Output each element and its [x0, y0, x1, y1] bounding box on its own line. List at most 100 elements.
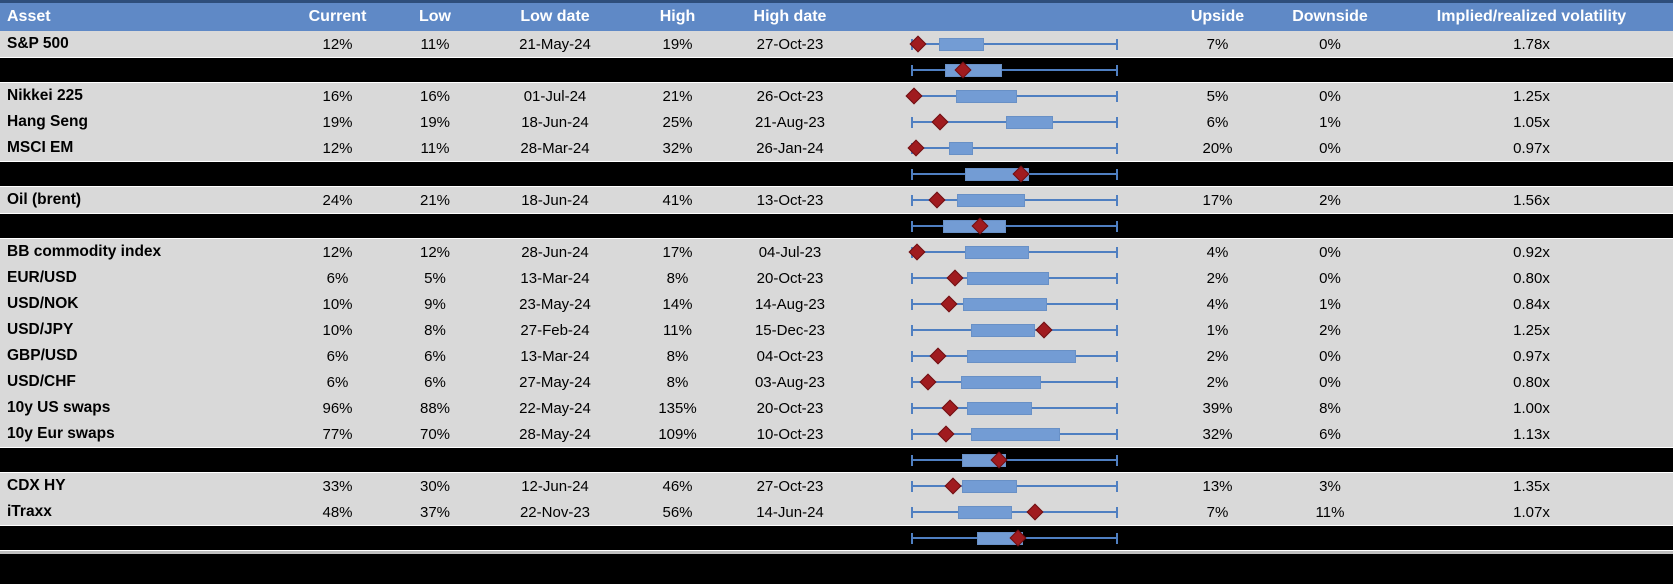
cell-upside: 2%: [1206, 347, 1229, 365]
cell-high: 21%: [662, 87, 693, 105]
cell-low: 12%: [419, 243, 451, 261]
whisker-cap-left: [911, 169, 913, 180]
cell-implied-realized: 1.78x: [1513, 35, 1550, 53]
cell-asset: Nikkei 225: [7, 87, 83, 104]
cell-low-date: 12-Jun-24: [521, 477, 589, 495]
summary-row: [0, 213, 1673, 239]
table-row: USD/CHF 6% 6% 27-May-24 8% 03-Aug-23 2% 0% 0.80x: [0, 369, 1673, 395]
cell-upside: 4%: [1206, 295, 1229, 313]
col-header-low: Low: [419, 8, 451, 25]
cell-current: 6%: [326, 347, 349, 365]
summary-row: [0, 525, 1673, 551]
range-box: [967, 402, 1032, 415]
cell-upside: 2%: [1206, 269, 1229, 287]
range-chart-cell: [855, 109, 1165, 135]
range-chart-cell: [855, 421, 1165, 447]
cell-current: 19%: [322, 113, 353, 131]
boxplot: [855, 83, 1165, 109]
whisker-cap-left: [911, 455, 913, 466]
whisker-cap-right: [1116, 143, 1118, 154]
cell-downside: 1%: [1319, 295, 1341, 313]
header-row: Asset Current Low Low date High High dat…: [0, 0, 1673, 31]
table-row: iTraxx 48% 37% 22-Nov-23 56% 14-Jun-24 7% 11% 1.…: [0, 499, 1673, 525]
whisker-cap-right: [1116, 351, 1118, 362]
boxplot: [855, 58, 1165, 82]
cell-low-date: 13-Mar-24: [520, 269, 590, 287]
cell-asset: GBP/USD: [7, 347, 78, 364]
cell-high-date: 10-Oct-23: [756, 425, 824, 443]
cell-implied-realized: 0.92x: [1513, 243, 1550, 261]
cell-high-date: 27-Oct-23: [756, 477, 824, 495]
cell-low-date: 27-May-24: [519, 373, 591, 391]
range-chart-cell: [855, 31, 1165, 57]
table-row: 10y US swaps 96% 88% 22-May-24 135% 20-Oct-23…: [0, 395, 1673, 421]
cell-low-date: 18-Jun-24: [521, 113, 589, 131]
cell-downside: 0%: [1319, 139, 1341, 157]
range-chart-cell: [855, 265, 1165, 291]
cell-high-date: 13-Oct-23: [756, 191, 824, 209]
cell-low: 8%: [424, 321, 446, 339]
cell-downside: 0%: [1319, 347, 1341, 365]
cell-upside: 5%: [1206, 87, 1229, 105]
whisker-cap-left: [911, 533, 913, 544]
boxplot: [855, 135, 1165, 161]
whisker-cap-left: [911, 299, 913, 310]
whisker-cap-right: [1116, 325, 1118, 336]
cell-low: 6%: [424, 373, 446, 391]
current-level-diamond: [940, 295, 958, 313]
cell-asset: BB commodity index: [7, 243, 162, 260]
whisker-cap-right: [1116, 403, 1118, 414]
table-row: Hang Seng 19% 19% 18-Jun-24 25% 21-Aug-23 6% 1%…: [0, 109, 1673, 135]
cell-high: 8%: [666, 373, 689, 391]
range-box: [1006, 116, 1054, 129]
col-header-high-date: High date: [753, 8, 827, 25]
whisker-cap-left: [911, 429, 913, 440]
cell-high: 109%: [658, 425, 697, 443]
cell-implied-realized: 1.13x: [1513, 425, 1550, 443]
cell-upside: 7%: [1206, 503, 1229, 521]
range-chart-cell: [855, 58, 1165, 82]
cell-low-date: 13-Mar-24: [520, 347, 590, 365]
table-row: Nikkei 225 16% 16% 01-Jul-24 21% 26-Oct-23 5% 0…: [0, 83, 1673, 109]
cell-high: 46%: [662, 477, 693, 495]
range-chart-cell: [855, 187, 1165, 213]
cell-upside: 1%: [1206, 321, 1229, 339]
cell-downside: 8%: [1319, 399, 1341, 417]
cell-high-date: 14-Aug-23: [754, 295, 826, 313]
cell-high-date: 04-Oct-23: [756, 347, 824, 365]
cell-current: 6%: [326, 269, 349, 287]
cell-low-date: 28-Mar-24: [520, 139, 590, 157]
whisker-cap-left: [911, 351, 913, 362]
cell-upside: 6%: [1206, 113, 1229, 131]
cell-current: 24%: [322, 191, 353, 209]
current-level-diamond: [946, 269, 964, 287]
cell-upside: 32%: [1202, 425, 1233, 443]
whisker-cap-right: [1116, 169, 1118, 180]
cell-high: 56%: [662, 503, 693, 521]
whisker-cap-left: [911, 403, 913, 414]
table-body: S&P 500 12% 11% 21-May-24 19% 27-Oct-23 7% 0% 1.…: [0, 31, 1673, 551]
cell-asset: 10y Eur swaps: [7, 425, 115, 442]
whisker-cap-right: [1116, 481, 1118, 492]
boxplot: [855, 343, 1165, 369]
whisker-cap-left: [911, 325, 913, 336]
cell-current: 33%: [322, 477, 353, 495]
whisker-cap-right: [1116, 117, 1118, 128]
cell-high-date: 27-Oct-23: [756, 35, 824, 53]
cell-low: 6%: [424, 347, 446, 365]
cell-low: 19%: [419, 113, 451, 131]
whisker-cap-left: [911, 117, 913, 128]
whisker-cap-right: [1116, 39, 1118, 50]
range-box: [962, 480, 1017, 493]
cell-high-date: 21-Aug-23: [754, 113, 826, 131]
range-box: [971, 324, 1035, 337]
cell-current: 6%: [326, 373, 349, 391]
whisker-line: [912, 69, 1117, 71]
whisker-cap-left: [911, 377, 913, 388]
cell-high: 135%: [658, 399, 697, 417]
boxplot: [855, 109, 1165, 135]
cell-implied-realized: 1.07x: [1513, 503, 1550, 521]
cell-downside: 6%: [1319, 425, 1341, 443]
range-chart-cell: [855, 317, 1165, 343]
